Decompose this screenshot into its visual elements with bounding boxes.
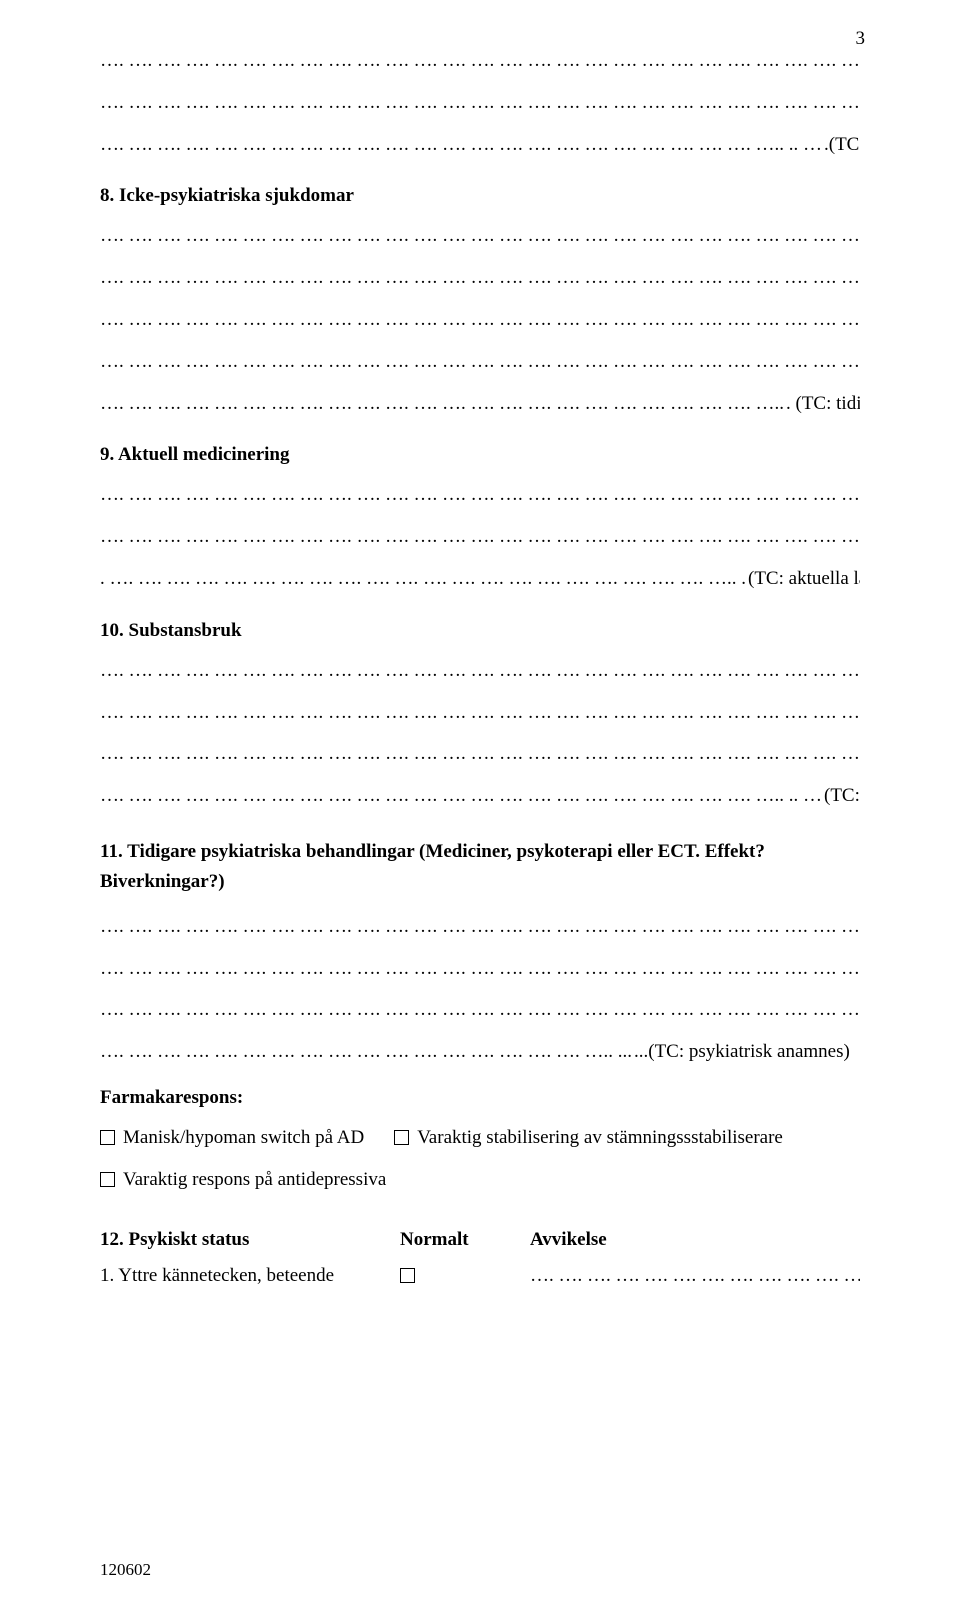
dotted-line[interactable]: …. …. …. …. …. …. …. …. …. …. …. …. …. …… bbox=[100, 299, 860, 341]
tc-tidigare-sjukdomar-label: . (TC: tidigare sjukdomar) bbox=[784, 383, 860, 425]
checkbox-label: Manisk/hypoman switch på AD bbox=[123, 1119, 364, 1157]
page-number: 3 bbox=[856, 28, 866, 50]
heading-12-normalt: Normalt bbox=[400, 1229, 530, 1251]
dotted-line[interactable]: …. …. …. …. …. …. …. …. …. …. …. …. …. …… bbox=[100, 650, 860, 692]
checkbox-icon[interactable] bbox=[400, 1268, 415, 1283]
checkbox-varaktig-stabilisering[interactable]: Varaktig stabilisering av stämningssstab… bbox=[394, 1119, 783, 1157]
status-row-1-normalt bbox=[400, 1268, 530, 1283]
status-row-1-label: 1. Yttre kännetecken, beteende bbox=[100, 1265, 400, 1287]
block-9: …. …. …. …. …. …. …. …. …. …. …. …. …. …… bbox=[100, 474, 860, 599]
dots: …. …. …. …. …. …. …. …. …. …. …. …. ….. … bbox=[530, 1265, 860, 1287]
tc-beroende-label: (TC: beroende) bbox=[822, 775, 860, 817]
dots: …. …. …. …. …. …. …. …. …. …. …. …. …. …… bbox=[100, 383, 784, 425]
status-row-1-avvikelse[interactable]: …. …. …. …. …. …. …. …. …. …. …. …. ….. … bbox=[530, 1265, 860, 1287]
dotted-line[interactable]: …. …. …. …. …. …. …. …. …. …. …. …. …. …… bbox=[100, 692, 860, 734]
page: 3 …. …. …. …. …. …. …. …. …. …. …. …. ….… bbox=[0, 0, 960, 1620]
tc-psykiatrisk-anamnes-label: ...(TC: psykiatrisk anamnes) bbox=[632, 1031, 850, 1073]
heading-12-title: 12. Psykiskt status bbox=[100, 1229, 400, 1251]
dotted-line[interactable]: …. …. …. …. …. …. …. …. …. …. …. …. …. …… bbox=[100, 82, 860, 124]
dots: …. …. …. …. …. …. …. …. …. …. …. …. …. …… bbox=[100, 124, 822, 166]
dotted-line[interactable]: …. …. …. …. …. …. …. …. …. …. …. …. …. …… bbox=[100, 474, 860, 516]
dotted-line[interactable]: …. …. …. …. …. …. …. …. …. …. …. …. …. …… bbox=[100, 257, 860, 299]
heading-12: 12. Psykiskt status Normalt Avvikelse bbox=[100, 1229, 860, 1251]
checkbox-manisk-hypoman[interactable]: Manisk/hypoman switch på AD bbox=[100, 1119, 364, 1157]
dotted-line[interactable]: …. …. …. …. …. …. …. …. …. …. …. …. …. …… bbox=[100, 341, 860, 383]
block-10: …. …. …. …. …. …. …. …. …. …. …. …. …. …… bbox=[100, 650, 860, 817]
block-11: …. …. …. …. …. …. …. …. …. …. …. …. …. …… bbox=[100, 906, 860, 1073]
dotted-line-labeled[interactable]: . …. …. …. …. …. …. …. …. …. …. …. …. ….… bbox=[100, 558, 860, 600]
block-top: …. …. …. …. …. …. …. …. …. …. …. …. …. …… bbox=[100, 40, 860, 165]
dots: …. …. …. …. …. …. …. …. …. …. …. …. …. …… bbox=[100, 775, 822, 817]
checkbox-label: Varaktig respons på antidepressiva bbox=[123, 1161, 386, 1199]
heading-10: 10. Substansbruk bbox=[100, 620, 860, 642]
dots: …. …. …. …. …. …. …. …. …. …. …. …. …. …… bbox=[100, 1031, 632, 1073]
dots: . …. …. …. …. …. …. …. …. …. …. …. …. ….… bbox=[100, 558, 746, 600]
block-8: …. …. …. …. …. …. …. …. …. …. …. …. …. …… bbox=[100, 215, 860, 424]
farmakarespons-row-1: Manisk/hypoman switch på AD Varaktig sta… bbox=[100, 1119, 860, 1157]
status-row-1: 1. Yttre kännetecken, beteende …. …. …. … bbox=[100, 1265, 860, 1287]
dotted-line[interactable]: …. …. …. …. …. …. …. …. …. …. …. …. …. …… bbox=[100, 989, 860, 1031]
checkbox-icon[interactable] bbox=[100, 1130, 115, 1145]
checkbox-icon[interactable] bbox=[100, 1172, 115, 1187]
checkbox-label: Varaktig stabilisering av stämningssstab… bbox=[417, 1119, 783, 1157]
dotted-line[interactable]: …. …. …. …. …. …. …. …. …. …. …. …. …. …… bbox=[100, 516, 860, 558]
dotted-line[interactable]: …. …. …. …. …. …. …. …. …. …. …. …. …. …… bbox=[100, 906, 860, 948]
heading-11: 11. Tidigare psykiatriska behandlingar (… bbox=[100, 837, 860, 898]
dotted-line-labeled[interactable]: …. …. …. …. …. …. …. …. …. …. …. …. …. …… bbox=[100, 124, 860, 166]
dotted-line[interactable]: …. …. …. …. …. …. …. …. …. …. …. …. …. …… bbox=[100, 215, 860, 257]
dotted-line[interactable]: …. …. …. …. …. …. …. …. …. …. …. …. …. …… bbox=[100, 733, 860, 775]
farmakarespons-label: Farmakarespons: bbox=[100, 1087, 860, 1109]
dotted-line-labeled[interactable]: …. …. …. …. …. …. …. …. …. …. …. …. …. …… bbox=[100, 775, 860, 817]
checkbox-icon[interactable] bbox=[394, 1130, 409, 1145]
heading-9: 9. Aktuell medicinering bbox=[100, 444, 860, 466]
checkbox-varaktig-respons[interactable]: Varaktig respons på antidepressiva bbox=[100, 1161, 386, 1199]
dotted-line[interactable]: …. …. …. …. …. …. …. …. …. …. …. …. …. …… bbox=[100, 948, 860, 990]
tc-socialt-label: .(TC: socialt) bbox=[822, 124, 860, 166]
dotted-line-labeled[interactable]: …. …. …. …. …. …. …. …. …. …. …. …. …. …… bbox=[100, 1031, 860, 1073]
dotted-line-labeled[interactable]: …. …. …. …. …. …. …. …. …. …. …. …. …. …… bbox=[100, 383, 860, 425]
dotted-line[interactable]: …. …. …. …. …. …. …. …. …. …. …. …. …. …… bbox=[100, 40, 860, 82]
heading-8: 8. Icke-psykiatriska sjukdomar bbox=[100, 185, 860, 207]
farmakarespons-row-2: Varaktig respons på antidepressiva bbox=[100, 1161, 860, 1199]
heading-12-avvikelse: Avvikelse bbox=[530, 1229, 607, 1251]
footer-code: 120602 bbox=[100, 1560, 151, 1580]
tc-aktuella-lakemedel-label: (TC: aktuella läkemedel) bbox=[746, 558, 860, 600]
